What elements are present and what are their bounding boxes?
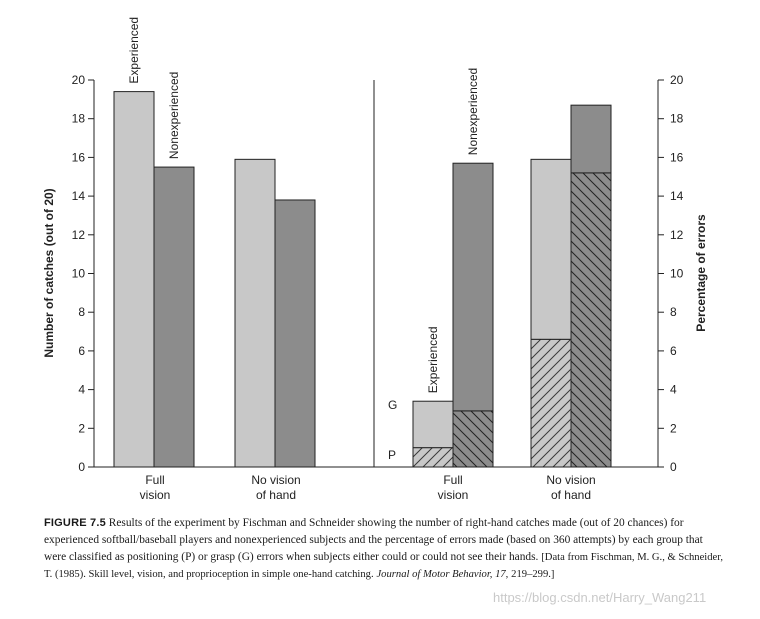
right-bar-p-0-0: [412, 447, 454, 468]
right-tick-label: 2: [670, 421, 677, 435]
watermark: https://blog.csdn.net/Harry_Wang211: [493, 590, 707, 605]
figure-caption: FIGURE 7.5 Results of the experiment by …: [44, 515, 724, 583]
right-bar-g-1-1: [570, 104, 612, 174]
caption-pages: 219–299.]: [511, 569, 555, 580]
right-bar-p-1-0: [452, 410, 494, 468]
left-category-1-line1: Full: [145, 473, 164, 487]
right-tick-label: 10: [670, 267, 684, 281]
right-bar-g-0-0: [412, 400, 454, 449]
left-tick-label: 8: [78, 305, 85, 319]
left-y-axis-label: Number of catches (out of 20): [42, 188, 56, 357]
caption-text: Results of the experiment by Fischman an…: [44, 517, 703, 563]
left-tick-label: 2: [78, 421, 85, 435]
left-bar-label: Nonexperienced: [167, 72, 181, 159]
caption-label: FIGURE 7.5: [44, 517, 106, 529]
left-tick-label: 6: [78, 344, 85, 358]
right-bar-p-1-1: [570, 172, 612, 468]
left-category-2-line2: of hand: [256, 488, 296, 502]
right-category-2-line1: No vision: [546, 473, 595, 487]
left-category-2-line1: No vision: [251, 473, 300, 487]
left-bar-0-1: [234, 158, 276, 468]
left-tick-label: 12: [72, 228, 86, 242]
right-category-2-line2: of hand: [551, 488, 591, 502]
left-bar-1-0: [153, 166, 195, 468]
left-tick-label: 18: [72, 112, 86, 126]
right-tick-label: 0: [670, 460, 677, 474]
caption-journal: Journal of Motor Behavior, 17,: [376, 569, 509, 580]
left-y-ticks: 0 2 4 6 8 10 12 14 16 18 20: [72, 73, 94, 474]
left-tick-label: 16: [72, 150, 86, 164]
left-tick-label: 10: [72, 267, 86, 281]
right-y-ticks: 0 2 4 6 8 10 12 14 16 18 20: [658, 73, 684, 474]
left-bar-0-0: [113, 91, 155, 468]
left-tick-label: 14: [72, 189, 86, 203]
left-bar-1-1: [274, 199, 316, 468]
left-bar-label: Experienced: [127, 17, 141, 84]
left-category-1-line2: vision: [140, 488, 171, 502]
left-tick-label: 4: [78, 383, 85, 397]
right-tick-label: 14: [670, 189, 684, 203]
right-bar-g-1-0: [452, 162, 494, 412]
right-tick-label: 20: [670, 73, 684, 87]
right-bars: Experienced Nonexperienced: [412, 68, 612, 468]
right-tick-label: 4: [670, 383, 677, 397]
right-y-axis-label: Percentage of errors: [694, 214, 708, 332]
right-tick-label: 16: [670, 150, 684, 164]
right-tick-label: 8: [670, 305, 677, 319]
stack-label-g: G: [388, 398, 397, 412]
left-tick-label: 20: [72, 73, 86, 87]
left-bars: Experienced Nonexperienced: [113, 17, 316, 468]
right-bar-g-0-1: [530, 158, 572, 340]
stack-label-p: P: [388, 448, 396, 462]
right-category-1-line1: Full: [443, 473, 462, 487]
right-bar-label: Nonexperienced: [466, 68, 480, 155]
right-tick-label: 6: [670, 344, 677, 358]
right-bar-p-0-1: [530, 338, 572, 468]
right-tick-label: 12: [670, 228, 684, 242]
right-tick-label: 18: [670, 112, 684, 126]
caption-source: [Data from Fischman, M. G., & Schneider,…: [44, 552, 723, 580]
right-category-1-line2: vision: [438, 488, 469, 502]
left-tick-label: 0: [78, 460, 85, 474]
right-bar-label: Experienced: [426, 326, 440, 393]
